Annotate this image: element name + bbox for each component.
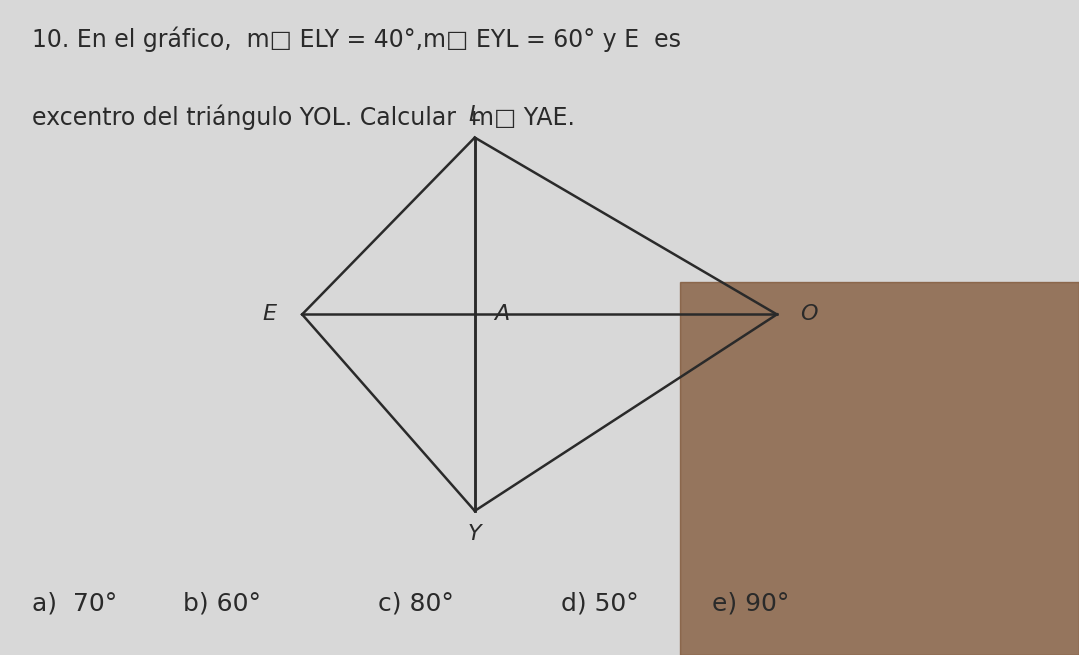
Text: E: E: [263, 305, 276, 324]
Text: e) 90°: e) 90°: [712, 591, 790, 616]
Text: O: O: [801, 305, 818, 324]
Bar: [712, 275, 1079, 655]
Bar: [680, 282, 1079, 655]
Text: 10. En el gráfico,  m□ ELY = 40°,m□ EYL = 60° y E  es: 10. En el gráfico, m□ ELY = 40°,m□ EYL =…: [32, 26, 681, 52]
Text: a)  70°: a) 70°: [32, 591, 118, 616]
Text: L: L: [468, 105, 481, 124]
Text: c) 80°: c) 80°: [378, 591, 453, 616]
Text: Y: Y: [468, 524, 481, 544]
Text: d) 50°: d) 50°: [561, 591, 639, 616]
Text: excentro del triángulo YOL. Calcular  m□ YAE.: excentro del triángulo YOL. Calcular m□ …: [32, 105, 575, 130]
Text: A: A: [494, 305, 509, 324]
Text: b) 60°: b) 60°: [183, 591, 261, 616]
